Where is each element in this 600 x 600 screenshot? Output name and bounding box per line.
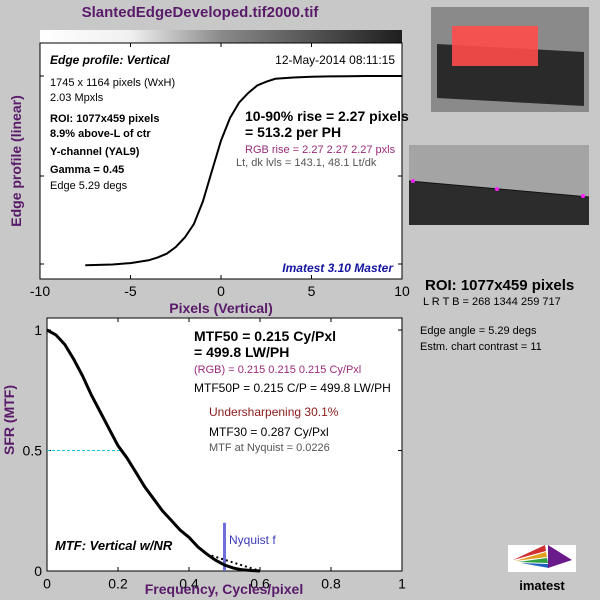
bottom-xtick-label: 0.8 <box>321 575 341 591</box>
roi-thumbnail-full <box>431 7 589 112</box>
top-xtick-label: 10 <box>394 283 410 299</box>
rgb-line: (RGB) = 0.215 0.215 0.215 Cy/Pxl <box>194 364 361 376</box>
edge-line: Edge 5.29 degs <box>50 180 128 192</box>
mtf50p-line: MTF50P = 0.215 C/P = 499.8 LW/PH <box>194 381 391 395</box>
imatest-logo: imatest <box>508 545 576 593</box>
info-line-1: 1745 x 1164 pixels (WxH) <box>50 77 175 89</box>
edge-gradient-strip <box>40 30 402 43</box>
chart-title: SlantedEdgeDeveloped.tif2000.tif <box>81 4 319 21</box>
roi-title: ROI: 1077x459 pixels <box>425 277 574 294</box>
bottom-xlabel: Frequency, Cycles/pixel <box>145 581 303 597</box>
under-line: Undersharpening 30.1% <box>209 405 339 419</box>
nyquist-label: Nyquist f <box>229 533 276 547</box>
lrtb-line: L R T B = 268 1344 259 717 <box>423 296 561 308</box>
roi-line-2: 8.9% above-L of ctr <box>50 128 151 140</box>
edge-profile-plot-area <box>39 42 403 280</box>
mtf50-line: MTF50 = 0.215 Cy/Pxl <box>194 328 336 344</box>
logo-text: imatest <box>519 578 565 593</box>
rgb-rise: RGB rise = 2.27 2.27 2.27 pxls <box>245 144 396 156</box>
bottom-xtick-label: 0.6 <box>250 575 270 591</box>
mtf-curve <box>46 328 261 573</box>
roi-line-1: ROI: 1077x459 pixels <box>50 113 159 125</box>
bottom-ytick-label: 0 <box>34 563 42 579</box>
top-header: Edge profile: Vertical <box>50 53 170 67</box>
top-xtick-label: 5 <box>308 283 316 299</box>
edge-profile-curve <box>85 75 402 267</box>
top-date: 12-May-2014 08:11:15 <box>275 53 395 67</box>
edge-angle-line: Edge angle = 5.29 degs <box>420 325 537 337</box>
nyquist-marker <box>223 522 226 571</box>
bottom-ytick-label: 1 <box>34 322 42 338</box>
rise-line-2: = 513.2 per PH <box>245 124 341 140</box>
mtf-tail-dotted <box>206 553 261 572</box>
mtf30-line: MTF30 = 0.287 Cy/Pxl <box>209 425 329 439</box>
roi-line-4: Gamma = 0.45 <box>50 164 124 176</box>
bottom-xtick-label: 0.4 <box>179 575 199 591</box>
lwph-line: = 499.8 LW/PH <box>194 344 289 360</box>
bottom-xtick-label: 1 <box>398 575 406 591</box>
roi-line-3: Y-channel (YAL9) <box>50 146 140 158</box>
top-xlabel: Pixels (Vertical) <box>169 300 273 316</box>
rise-line-1: 10-90% rise = 2.27 pixels <box>245 108 409 124</box>
bottom-xtick-label: 0 <box>43 575 51 591</box>
roi-thumbnail-crop <box>408 145 590 225</box>
nyq-mtf-line: MTF at Nyquist = 0.0226 <box>209 442 330 454</box>
version-label: Imatest 3.10 Master <box>282 261 394 275</box>
levels-line: Lt, dk lvls = 143.1, 48.1 Lt/dk <box>236 157 377 169</box>
bottom-ylabel: SFR (MTF) <box>1 385 17 455</box>
mtf-corner-label: MTF: Vertical w/NR <box>55 538 173 553</box>
top-xtick-label: -5 <box>124 283 137 299</box>
top-ylabel: Edge profile (linear) <box>8 95 24 226</box>
info-line-2: 2.03 Mpxls <box>50 92 104 104</box>
bottom-xtick-label: 0.2 <box>108 575 128 591</box>
bottom-ytick-label: 0.5 <box>23 443 43 459</box>
top-xtick-label: 0 <box>217 283 225 299</box>
contrast-line: Estm. chart contrast = 11 <box>420 341 542 353</box>
top-xtick-label: -10 <box>30 283 50 299</box>
